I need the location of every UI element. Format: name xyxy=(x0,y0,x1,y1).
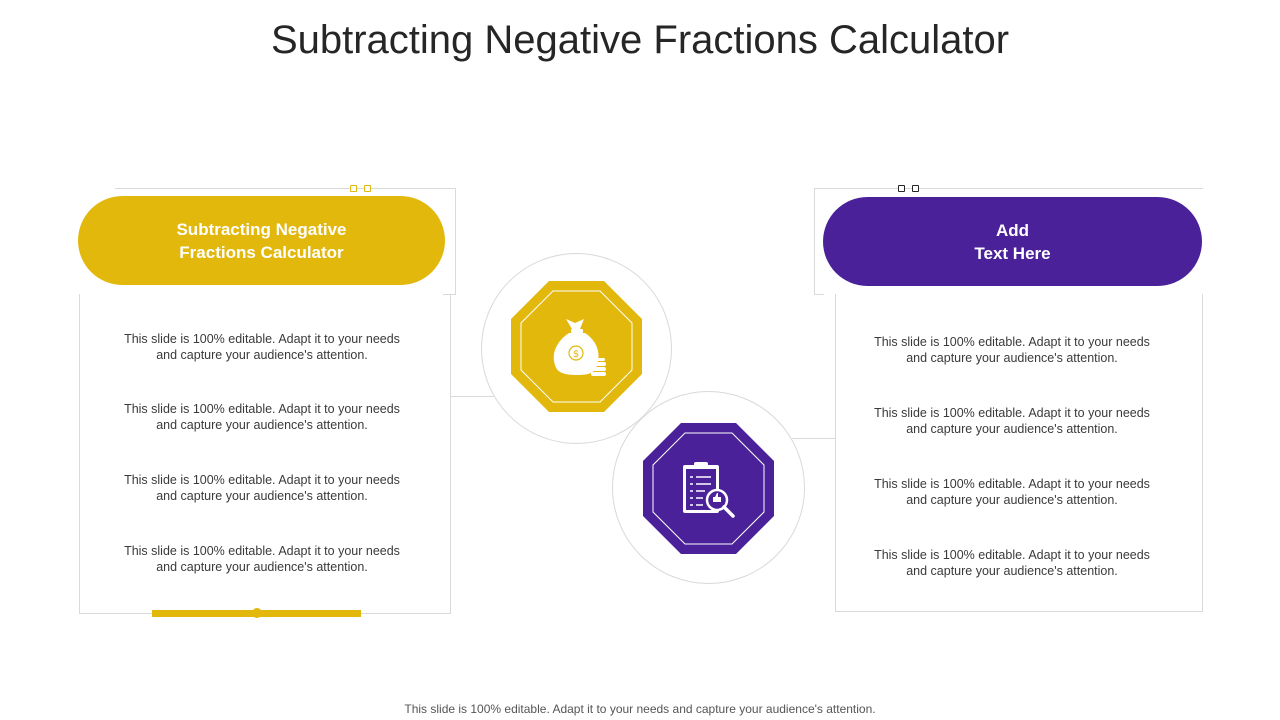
right-header-frame xyxy=(814,188,1203,295)
right-header-frame-bottom xyxy=(814,294,824,295)
right-connector xyxy=(792,438,836,439)
right-card-heading: Add Text Here xyxy=(823,197,1202,286)
right-item-1: This slide is 100% editable. Adapt it to… xyxy=(874,335,1150,365)
left-header-frame xyxy=(115,188,456,295)
clipboard-search-icon xyxy=(683,462,735,518)
bottom-octagon xyxy=(643,423,774,554)
left-card-heading: Subtracting Negative Fractions Calculato… xyxy=(78,196,445,285)
right-body-frame xyxy=(835,294,1203,612)
top-octagon: $ xyxy=(511,281,642,412)
svg-text:$: $ xyxy=(573,349,579,360)
left-square-2 xyxy=(364,185,371,192)
left-accent-dot xyxy=(252,608,262,618)
right-item-2: This slide is 100% editable. Adapt it to… xyxy=(874,406,1150,436)
left-header-frame-bottom xyxy=(443,294,456,295)
left-item-3: This slide is 100% editable. Adapt it to… xyxy=(124,473,400,503)
right-item-3: This slide is 100% editable. Adapt it to… xyxy=(874,477,1150,507)
left-connector xyxy=(450,396,494,397)
right-square-1 xyxy=(898,185,905,192)
money-bag-icon: $ xyxy=(553,319,606,376)
page-title: Subtracting Negative Fractions Calculato… xyxy=(270,18,1010,62)
top-ring xyxy=(481,253,672,444)
right-square-2 xyxy=(912,185,919,192)
bottom-ring xyxy=(612,391,805,584)
right-item-4: This slide is 100% editable. Adapt it to… xyxy=(874,548,1150,578)
left-item-2: This slide is 100% editable. Adapt it to… xyxy=(124,402,400,432)
left-item-1: This slide is 100% editable. Adapt it to… xyxy=(124,332,400,362)
left-square-1 xyxy=(350,185,357,192)
footer-note: This slide is 100% editable. Adapt it to… xyxy=(404,702,876,716)
left-item-4: This slide is 100% editable. Adapt it to… xyxy=(124,544,400,574)
